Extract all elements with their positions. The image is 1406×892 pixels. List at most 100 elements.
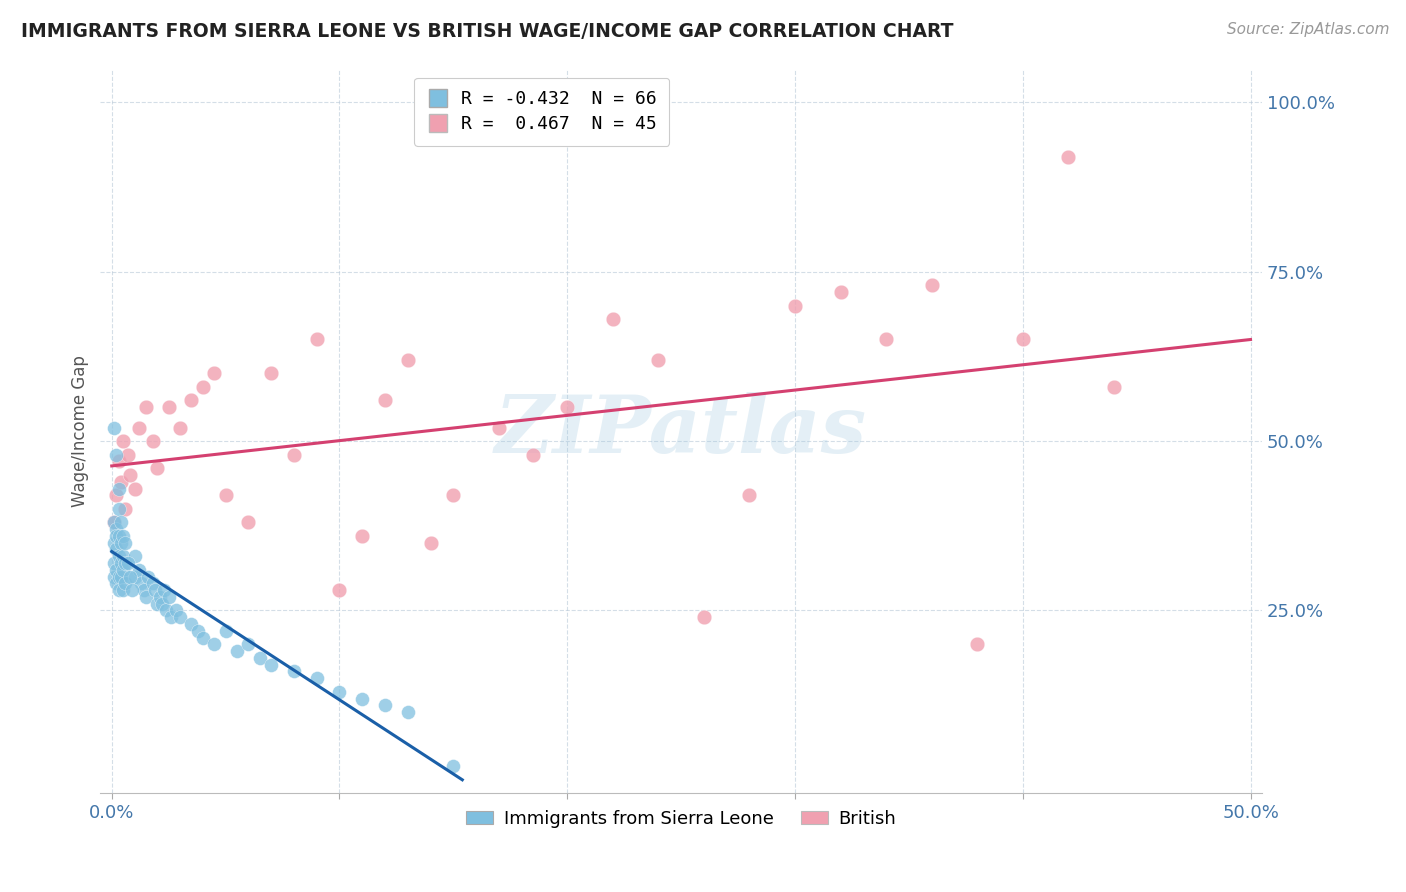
Point — [148, 590, 170, 604]
Point — [107, 569, 129, 583]
Point — [966, 637, 988, 651]
Point — [114, 556, 136, 570]
Point — [103, 516, 125, 530]
Point — [602, 312, 624, 326]
Point — [124, 569, 146, 583]
Point — [121, 583, 143, 598]
Point — [283, 665, 305, 679]
Text: ZIPatlas: ZIPatlas — [495, 392, 868, 470]
Point — [830, 285, 852, 299]
Point — [105, 522, 128, 536]
Point — [921, 278, 943, 293]
Point — [107, 482, 129, 496]
Point — [103, 569, 125, 583]
Point — [103, 556, 125, 570]
Point — [110, 569, 132, 583]
Text: IMMIGRANTS FROM SIERRA LEONE VS BRITISH WAGE/INCOME GAP CORRELATION CHART: IMMIGRANTS FROM SIERRA LEONE VS BRITISH … — [21, 22, 953, 41]
Point — [488, 420, 510, 434]
Point — [105, 576, 128, 591]
Point — [105, 542, 128, 557]
Point — [146, 597, 169, 611]
Point — [180, 617, 202, 632]
Point — [260, 367, 283, 381]
Point — [107, 529, 129, 543]
Point — [128, 563, 150, 577]
Point — [202, 637, 225, 651]
Point — [647, 352, 669, 367]
Point — [118, 569, 141, 583]
Y-axis label: Wage/Income Gap: Wage/Income Gap — [72, 355, 89, 507]
Point — [169, 420, 191, 434]
Point — [112, 434, 135, 449]
Point — [107, 454, 129, 468]
Point — [107, 501, 129, 516]
Point — [114, 576, 136, 591]
Point — [105, 529, 128, 543]
Point — [103, 516, 125, 530]
Point — [875, 333, 897, 347]
Point — [441, 759, 464, 773]
Point — [328, 684, 350, 698]
Point — [112, 529, 135, 543]
Point — [155, 603, 177, 617]
Point — [1102, 380, 1125, 394]
Point — [396, 705, 419, 719]
Point — [117, 556, 139, 570]
Point — [419, 535, 441, 549]
Point — [169, 610, 191, 624]
Point — [112, 583, 135, 598]
Point — [135, 590, 157, 604]
Point — [1057, 150, 1080, 164]
Point — [157, 590, 180, 604]
Point — [124, 482, 146, 496]
Point — [191, 380, 214, 394]
Point — [352, 691, 374, 706]
Point — [142, 576, 165, 591]
Point — [136, 569, 159, 583]
Point — [1011, 333, 1033, 347]
Point — [114, 501, 136, 516]
Point — [131, 576, 153, 591]
Point — [110, 475, 132, 489]
Point — [153, 583, 176, 598]
Point — [143, 583, 166, 598]
Point — [165, 603, 187, 617]
Point — [110, 516, 132, 530]
Point — [260, 657, 283, 672]
Point — [150, 597, 173, 611]
Point — [214, 624, 236, 638]
Point — [328, 583, 350, 598]
Point — [105, 488, 128, 502]
Point — [249, 651, 271, 665]
Point — [374, 393, 396, 408]
Point — [103, 420, 125, 434]
Point — [132, 583, 155, 598]
Text: Source: ZipAtlas.com: Source: ZipAtlas.com — [1226, 22, 1389, 37]
Point — [107, 583, 129, 598]
Point — [238, 516, 260, 530]
Point — [374, 698, 396, 713]
Point — [110, 535, 132, 549]
Point — [105, 563, 128, 577]
Point — [555, 401, 578, 415]
Point — [214, 488, 236, 502]
Point — [396, 352, 419, 367]
Point — [238, 637, 260, 651]
Point — [783, 299, 806, 313]
Point — [283, 448, 305, 462]
Point — [202, 367, 225, 381]
Point — [305, 333, 328, 347]
Point — [157, 401, 180, 415]
Point — [114, 535, 136, 549]
Point — [191, 631, 214, 645]
Point — [124, 549, 146, 564]
Point — [112, 563, 135, 577]
Point — [180, 393, 202, 408]
Point — [226, 644, 249, 658]
Point — [112, 549, 135, 564]
Point — [522, 448, 544, 462]
Legend: Immigrants from Sierra Leone, British: Immigrants from Sierra Leone, British — [458, 803, 904, 835]
Point — [187, 624, 209, 638]
Point — [107, 549, 129, 564]
Point — [110, 556, 132, 570]
